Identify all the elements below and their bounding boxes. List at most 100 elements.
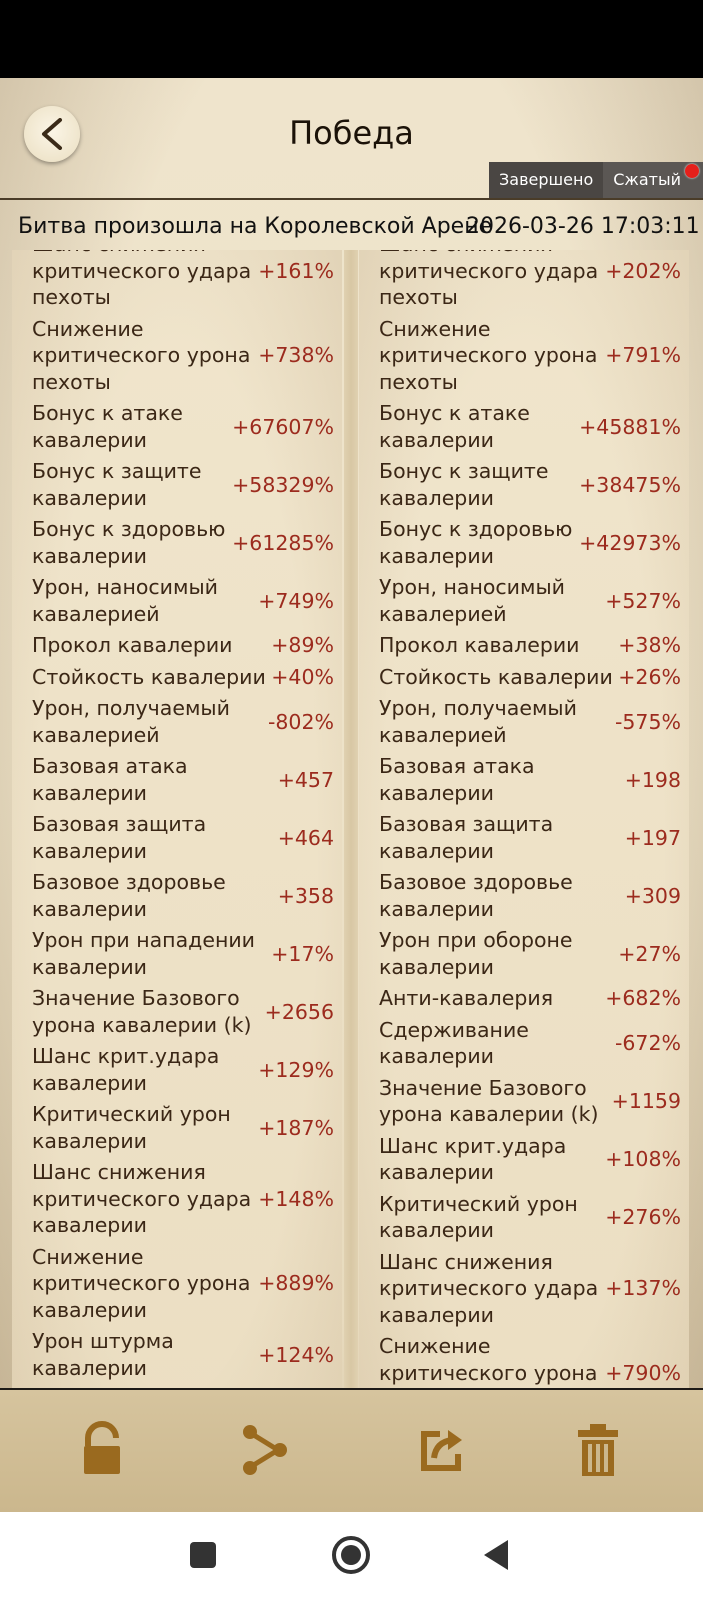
- home-button[interactable]: [324, 1528, 378, 1582]
- stat-row: Прокол кавалерии +89%: [12, 629, 342, 661]
- share-button[interactable]: [236, 1420, 296, 1480]
- stat-row: Шанс снижения критического удара кавалер…: [12, 1156, 342, 1241]
- stat-value: +58329%: [232, 472, 334, 497]
- chevron-left-icon: [42, 118, 62, 150]
- tab-completed[interactable]: Завершено: [489, 162, 604, 198]
- stat-label: Прокол кавалерии: [379, 633, 580, 657]
- back-triangle-icon: [484, 1540, 508, 1570]
- trash-icon: [578, 1424, 618, 1476]
- stat-label: Бонус к защите кавалерии: [379, 459, 549, 510]
- stat-row: Критический урон кавалерии +187%: [12, 1098, 342, 1156]
- stat-row: Снижение критического урона пехоты +791%: [359, 313, 689, 398]
- defender-stats-list: Шанс снижения критического удара пехоты+…: [359, 250, 689, 1415]
- stat-row: Урон при нападении кавалерии +17%: [12, 924, 342, 982]
- stat-value: +89%: [271, 633, 334, 658]
- stat-label: Стойкость кавалерии: [379, 664, 613, 689]
- stat-row: Шанс снижения критического удара кавалер…: [359, 1246, 689, 1331]
- stat-value: +108%: [605, 1147, 681, 1171]
- stat-row: Шанс крит.удара кавалерии +129%: [12, 1040, 342, 1098]
- stat-value: -672%: [614, 1031, 681, 1055]
- export-icon: [421, 1430, 462, 1471]
- stat-value: +682%: [605, 986, 681, 1011]
- stat-label: Бонус к атаке кавалерии: [379, 401, 530, 452]
- stat-value: +749%: [258, 588, 334, 613]
- stat-label: Урон при нападении кавалерии: [32, 928, 255, 979]
- delete-button[interactable]: [568, 1420, 628, 1480]
- stat-value: +358: [277, 883, 334, 908]
- stat-label: Бонус к атаке кавалерии: [32, 401, 183, 452]
- recents-button[interactable]: [176, 1528, 230, 1582]
- stat-row: Урон, получаемый кавалерией -575%: [359, 692, 689, 750]
- stat-row: Базовая защита кавалерии +464: [12, 808, 342, 866]
- stat-label: Шанс снижения критического удара кавалер…: [379, 1249, 599, 1327]
- stat-row: Шанс снижения критического удара пехоты+…: [12, 250, 342, 313]
- lock-button[interactable]: [72, 1420, 132, 1480]
- stat-row: Снижение критического урона пехоты +738%: [12, 313, 342, 398]
- tab-compact-label: Сжатый: [613, 170, 681, 189]
- stat-label: Урон, получаемый кавалерией: [379, 696, 577, 747]
- stat-label: Стойкость кавалерии: [32, 664, 266, 689]
- stat-row: Урон штурма кавалерии +124%: [12, 1325, 342, 1383]
- stats-columns[interactable]: Шанс снижения критического удара пехоты+…: [0, 250, 703, 1486]
- stat-label: Шанс крит.удара кавалерии: [379, 1133, 567, 1185]
- stat-value: +527%: [605, 588, 681, 613]
- stat-label: Урон при обороне кавалерии: [379, 928, 573, 979]
- stat-label: Урон, наносимый кавалерией: [379, 575, 565, 626]
- stat-value: +738%: [258, 343, 334, 368]
- stat-row: Базовая атака кавалерии +457: [12, 750, 342, 808]
- header-divider: [0, 198, 703, 200]
- stat-value: +198: [624, 767, 681, 792]
- stat-label: Бонус к здоровью кавалерии: [379, 517, 573, 568]
- stat-row: Критический урон кавалерии +276%: [359, 1188, 689, 1246]
- export-button[interactable]: [412, 1420, 472, 1480]
- stat-value: +38%: [618, 633, 681, 658]
- stat-value: +161%: [258, 258, 334, 283]
- stat-row: Анти-кавалерия +682%: [359, 982, 689, 1014]
- stat-label: Урон штурма кавалерии: [32, 1329, 174, 1380]
- stat-value: +276%: [605, 1205, 681, 1229]
- bottom-toolbar: [0, 1388, 703, 1512]
- battle-report-screen: Победа Завершено Сжатый Битва произошла …: [0, 78, 703, 1512]
- attacker-stats-panel[interactable]: Шанс снижения критического удара пехоты+…: [12, 250, 342, 1486]
- stat-value: +129%: [258, 1057, 334, 1082]
- stat-label: Прокол кавалерии: [32, 633, 233, 657]
- stat-label: Снижение критического урона кавалерии: [32, 1244, 251, 1322]
- stat-label: Анти-кавалерия: [379, 986, 554, 1010]
- stat-value: +137%: [605, 1276, 681, 1301]
- tab-strip: Завершено Сжатый: [489, 162, 703, 198]
- stat-value: +202%: [605, 258, 681, 283]
- stat-label: Бонус к защите кавалерии: [32, 459, 202, 510]
- stat-label: Шанс снижения критического удара пехоты: [32, 250, 252, 309]
- stat-row: Базовое здоровье кавалерии +358: [12, 866, 342, 924]
- stat-value: +187%: [258, 1115, 334, 1140]
- stat-label: Снижение критического урона пехоты: [379, 316, 598, 394]
- stat-value: +42973%: [579, 530, 681, 555]
- stat-label: Базовая атака кавалерии: [379, 754, 535, 805]
- back-nav-button[interactable]: [470, 1528, 524, 1582]
- tab-compact[interactable]: Сжатый: [603, 162, 703, 198]
- stat-row: Бонус к здоровью кавалерии +61285%: [12, 513, 342, 571]
- back-button[interactable]: [24, 106, 80, 162]
- stat-value: +1159: [611, 1089, 681, 1113]
- battle-location: Битва произошла на Королевской Арене: [18, 214, 493, 239]
- stat-value: +26%: [618, 664, 681, 689]
- stat-label: Критический урон кавалерии: [32, 1102, 231, 1153]
- stat-row: Бонус к защите кавалерии +38475%: [359, 455, 689, 513]
- stat-row: Значение Базового урона кавалерии (k) +26…: [12, 982, 342, 1040]
- stat-row: Прокол кавалерии +38%: [359, 629, 689, 661]
- attacker-stats-list: Шанс снижения критического удара пехоты+…: [12, 250, 342, 1415]
- stat-value: +61285%: [232, 530, 334, 555]
- stat-row: Бонус к атаке кавалерии +67607%: [12, 397, 342, 455]
- stat-value: +67607%: [232, 414, 334, 439]
- stat-row: Урон, наносимый кавалерией +749%: [12, 571, 342, 629]
- stat-row: Бонус к атаке кавалерии +45881%: [359, 397, 689, 455]
- stat-label: Базовое здоровье кавалерии: [32, 870, 226, 921]
- system-navigation-bar: [0, 1512, 703, 1600]
- lock-icon: [84, 1421, 120, 1474]
- page-title: Победа: [289, 114, 414, 152]
- stat-row: Базовая атака кавалерии +198: [359, 750, 689, 808]
- stat-row: Бонус к здоровью кавалерии +42973%: [359, 513, 689, 571]
- stat-label: Шанс крит.удара кавалерии: [32, 1044, 220, 1095]
- defender-stats-panel[interactable]: Шанс снижения критического удара пехоты+…: [359, 250, 689, 1486]
- stat-row: Шанс крит.удара кавалерии +108%: [359, 1130, 689, 1188]
